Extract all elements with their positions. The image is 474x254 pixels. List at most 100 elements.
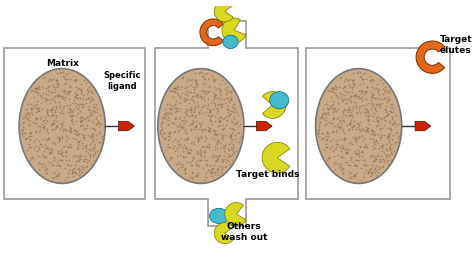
Point bbox=[390, 121, 398, 125]
Point bbox=[173, 154, 181, 158]
Point bbox=[68, 171, 76, 175]
Point bbox=[69, 122, 77, 126]
Point bbox=[43, 119, 51, 123]
Text: Specific
ligand: Specific ligand bbox=[104, 71, 141, 91]
Point bbox=[191, 160, 199, 164]
Point bbox=[345, 83, 353, 87]
Point bbox=[73, 119, 80, 123]
Point bbox=[369, 131, 377, 135]
Point bbox=[209, 98, 217, 102]
Point bbox=[164, 123, 171, 127]
Point bbox=[336, 76, 344, 81]
Point bbox=[91, 128, 99, 132]
Point bbox=[79, 115, 86, 119]
Point bbox=[41, 146, 48, 150]
Point bbox=[79, 146, 86, 150]
Point bbox=[201, 128, 209, 132]
Point bbox=[392, 140, 399, 144]
Point bbox=[88, 132, 95, 136]
Point bbox=[182, 97, 190, 101]
Point bbox=[379, 87, 387, 91]
Point bbox=[160, 131, 168, 135]
Point bbox=[77, 164, 84, 168]
Point bbox=[53, 78, 61, 82]
Point bbox=[322, 121, 329, 125]
Point bbox=[207, 119, 214, 123]
Point bbox=[224, 85, 231, 89]
Point bbox=[336, 125, 343, 129]
Point bbox=[166, 134, 174, 138]
Point bbox=[68, 114, 75, 118]
Point bbox=[374, 152, 382, 156]
Point bbox=[183, 89, 191, 93]
Point bbox=[66, 127, 74, 131]
Point bbox=[359, 89, 367, 93]
Point bbox=[24, 117, 31, 121]
Point bbox=[33, 106, 41, 110]
Point bbox=[187, 108, 195, 112]
Point bbox=[328, 106, 335, 110]
Point bbox=[379, 144, 386, 148]
Point bbox=[62, 150, 70, 154]
Point bbox=[366, 136, 374, 140]
Point bbox=[385, 91, 392, 95]
Wedge shape bbox=[262, 92, 286, 118]
Point bbox=[374, 120, 382, 124]
Point bbox=[193, 173, 201, 177]
Point bbox=[361, 144, 369, 148]
Point bbox=[178, 125, 185, 129]
Point bbox=[83, 87, 91, 91]
Point bbox=[337, 168, 345, 172]
Point bbox=[38, 153, 46, 157]
Point bbox=[72, 101, 79, 105]
Point bbox=[343, 150, 351, 154]
Point bbox=[352, 105, 360, 109]
Point bbox=[347, 118, 355, 122]
Point bbox=[322, 115, 329, 119]
Point bbox=[97, 130, 104, 134]
Point bbox=[19, 125, 27, 129]
Point bbox=[339, 86, 346, 90]
Point bbox=[372, 132, 379, 136]
Point bbox=[369, 104, 376, 108]
Point bbox=[358, 150, 366, 154]
Point bbox=[69, 136, 77, 140]
Point bbox=[196, 158, 203, 162]
Point bbox=[88, 136, 96, 140]
Point bbox=[48, 163, 55, 167]
Point bbox=[193, 149, 201, 153]
Point bbox=[378, 116, 386, 120]
Point bbox=[346, 85, 354, 89]
Point bbox=[82, 126, 90, 130]
Point bbox=[199, 145, 207, 149]
Point bbox=[220, 149, 228, 153]
Point bbox=[55, 105, 63, 109]
Point bbox=[195, 136, 202, 140]
Point bbox=[368, 163, 375, 167]
Point bbox=[383, 148, 391, 152]
Point bbox=[78, 102, 86, 106]
Point bbox=[180, 142, 188, 147]
Point bbox=[50, 155, 58, 159]
Point bbox=[369, 96, 376, 100]
Point bbox=[186, 114, 193, 118]
Polygon shape bbox=[118, 121, 134, 131]
Point bbox=[364, 108, 371, 113]
Point bbox=[70, 113, 77, 117]
Point bbox=[182, 119, 190, 123]
Polygon shape bbox=[256, 121, 272, 131]
Point bbox=[344, 160, 351, 164]
Point bbox=[341, 89, 348, 93]
Point bbox=[90, 105, 97, 109]
Point bbox=[171, 144, 178, 148]
Point bbox=[191, 104, 199, 108]
Point bbox=[389, 102, 396, 106]
Point bbox=[328, 121, 336, 125]
Point bbox=[374, 119, 381, 123]
Point bbox=[387, 109, 395, 113]
Point bbox=[48, 110, 55, 114]
Point bbox=[374, 170, 382, 174]
Point bbox=[331, 107, 338, 111]
Point bbox=[208, 170, 216, 174]
Point bbox=[226, 94, 234, 99]
